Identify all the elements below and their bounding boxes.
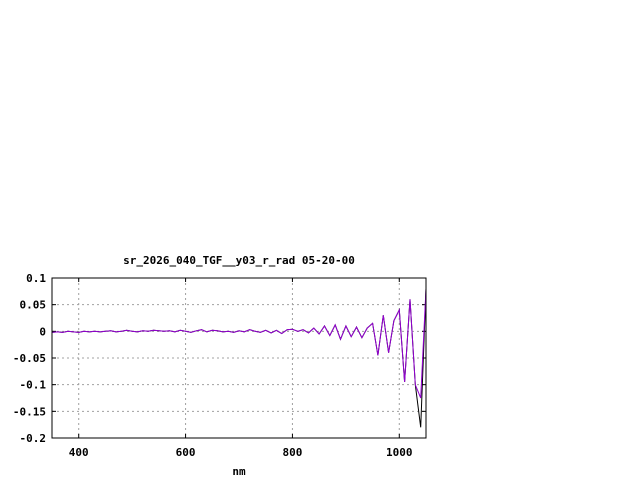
y-tick-label: -0.1	[20, 379, 47, 392]
y-tick-label: -0.2	[20, 432, 47, 445]
x-tick-label: 600	[176, 446, 196, 459]
y-tick-label: -0.05	[13, 352, 46, 365]
x-tick-label: 800	[282, 446, 302, 459]
series-line-1	[51, 288, 427, 399]
x-tick-label: 400	[69, 446, 89, 459]
y-tick-label: -0.15	[13, 405, 46, 418]
y-tick-label: 0.05	[20, 299, 47, 312]
tick-labels: 400 600 800 1000 0.1 0.05 0 -0.05 -0.1 -0.15 -0.2	[13, 272, 413, 459]
x-tick-label: 1000	[386, 446, 413, 459]
y-tick-label: 0.1	[26, 272, 46, 285]
grid	[52, 277, 426, 439]
series-group	[51, 288, 427, 428]
y-tick-label: 0	[39, 325, 46, 338]
plot-border	[51, 277, 427, 439]
chart-title: sr_2026_040_TGF__y03_r_rad 05-20-00	[123, 254, 355, 267]
x-axis-label: nm	[232, 465, 246, 478]
